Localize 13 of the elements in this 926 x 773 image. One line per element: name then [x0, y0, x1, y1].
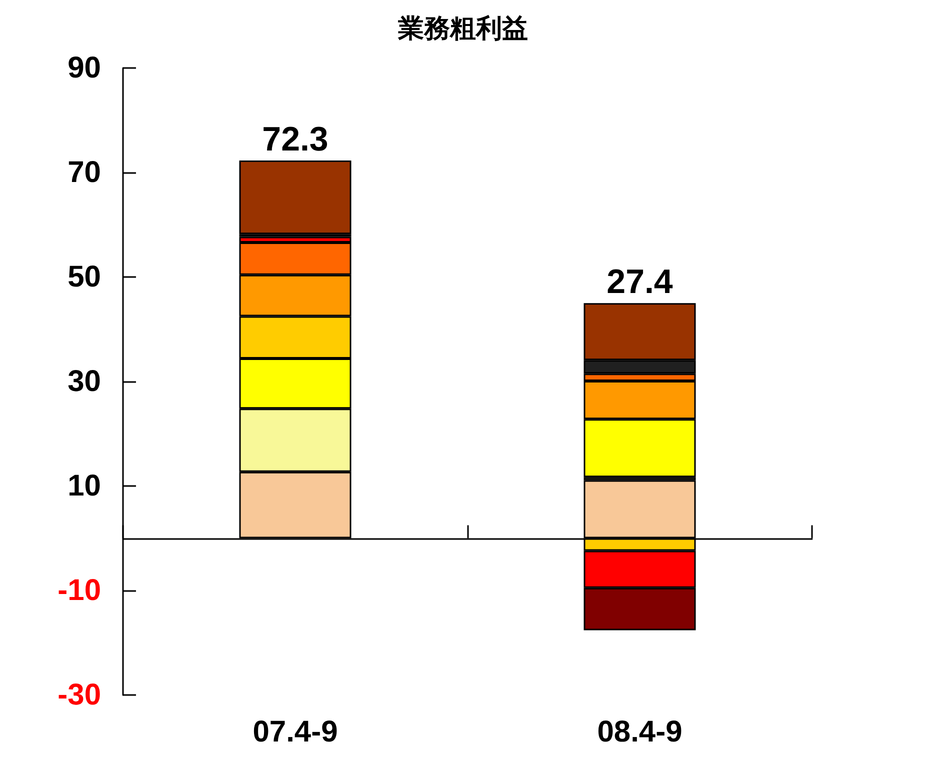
y-tick-label: 50	[68, 260, 101, 294]
chart-title: 業務粗利益	[397, 13, 528, 43]
total-label: 72.3	[262, 120, 328, 158]
x-tick-label: 07.4-9	[252, 716, 338, 748]
bar	[239, 160, 352, 234]
y-tick-label: 90	[68, 52, 101, 84]
y-tick-label: 10	[68, 470, 101, 502]
y-tick-label: -30	[58, 678, 101, 712]
y-tick-label: 30	[68, 365, 101, 398]
x-tick-label: 08.4-9	[597, 716, 682, 748]
y-tick-label: 70	[68, 156, 101, 189]
total-label: 27.4	[606, 263, 673, 302]
y-tick-label: -10	[58, 574, 101, 607]
